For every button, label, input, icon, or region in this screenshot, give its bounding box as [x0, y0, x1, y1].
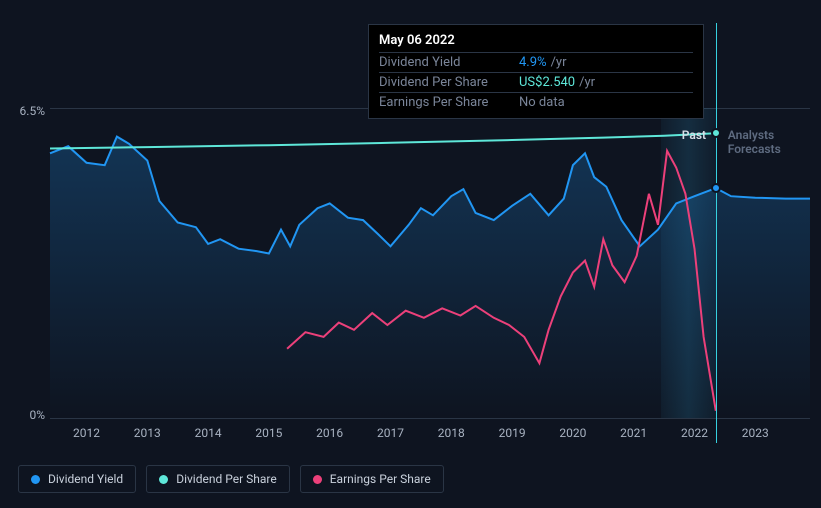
tooltip-label: Earnings Per Share: [379, 95, 519, 110]
x-tick: 2016: [316, 426, 343, 440]
legend-dot: [31, 475, 40, 484]
legend-item[interactable]: Earnings Per Share: [300, 465, 444, 493]
past-label: Past: [682, 128, 706, 142]
tooltip-row: Earnings Per ShareNo data: [379, 92, 693, 112]
y-tick-max: 6.5%: [5, 104, 45, 118]
legend-label: Dividend Per Share: [176, 472, 277, 486]
legend-dot: [313, 475, 322, 484]
plot-area[interactable]: [50, 108, 810, 418]
tooltip-row: Dividend Yield4.9% /yr: [379, 52, 693, 72]
tooltip-value: No data: [519, 95, 565, 110]
x-tick: 2021: [620, 426, 647, 440]
marker-dividend-yield: [711, 183, 721, 193]
x-tick: 2023: [742, 426, 769, 440]
gridline-bottom: [50, 418, 810, 419]
x-tick: 2020: [559, 426, 586, 440]
cursor-line: [716, 23, 717, 443]
legend-item[interactable]: Dividend Per Share: [146, 465, 290, 493]
legend-label: Dividend Yield: [48, 472, 123, 486]
legend-dot: [159, 475, 168, 484]
dividend-chart: 6.5% 0% 2012 2013 2014 2015 2016 2017 2018 2019…: [0, 0, 821, 508]
tooltip-unit: /yr: [551, 55, 567, 70]
marker-dividend-per-share: [711, 128, 721, 138]
x-tick: 2015: [255, 426, 282, 440]
x-tick: 2012: [73, 426, 100, 440]
tooltip-value: 4.9%: [519, 55, 547, 70]
forecast-label: Analysts Forecasts: [728, 128, 821, 156]
tooltip-unit: /yr: [579, 75, 595, 90]
tooltip-label: Dividend Yield: [379, 55, 519, 70]
x-tick: 2014: [195, 426, 222, 440]
tooltip-row: Dividend Per ShareUS$2.540/yr: [379, 72, 693, 92]
legend-label: Earnings Per Share: [330, 472, 431, 486]
chart-svg: [50, 108, 810, 418]
x-tick: 2013: [134, 426, 161, 440]
tooltip-label: Dividend Per Share: [379, 75, 519, 90]
y-tick-min: 0%: [5, 408, 45, 422]
x-tick: 2017: [377, 426, 404, 440]
x-tick: 2018: [438, 426, 465, 440]
tooltip-date: May 06 2022: [379, 33, 693, 48]
legend-item[interactable]: Dividend Yield: [18, 465, 136, 493]
x-tick: 2019: [499, 426, 526, 440]
x-tick: 2022: [681, 426, 708, 440]
legend: Dividend Yield Dividend Per Share Earnings…: [18, 465, 444, 493]
tooltip-value: US$2.540: [519, 75, 575, 90]
tooltip: May 06 2022 Dividend Yield4.9%/yrDividen…: [368, 24, 704, 119]
